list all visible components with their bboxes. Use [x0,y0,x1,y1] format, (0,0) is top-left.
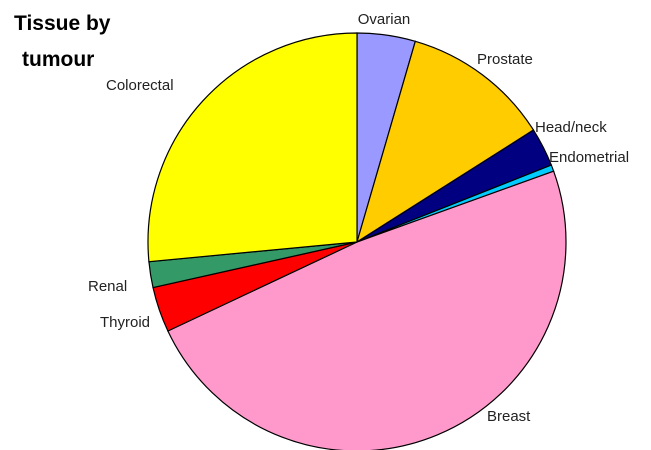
slice-label-endometrial: Endometrial [549,149,629,166]
slice-label-thyroid: Thyroid [100,314,150,331]
chart-title-line-1: Tissue by [14,12,111,35]
pie-slice-colorectal [147,32,358,263]
pie-slice-prostate [355,40,535,244]
slice-label-colorectal: Colorectal [106,77,174,94]
chart-title-line-2: tumour [22,48,94,71]
slice-label-prostate: Prostate [477,51,533,68]
slice-label-breast: Breast [487,408,531,425]
slice-label-renal: Renal [88,278,127,295]
slice-label-ovarian: Ovarian [358,11,411,28]
pie-slice-breast [167,170,567,450]
slice-labels: Ovarian Prostate Head/neck Endometrial Breas… [88,11,629,425]
slice-label-head-neck: Head/neck [535,119,607,136]
pie-slices [147,32,567,450]
